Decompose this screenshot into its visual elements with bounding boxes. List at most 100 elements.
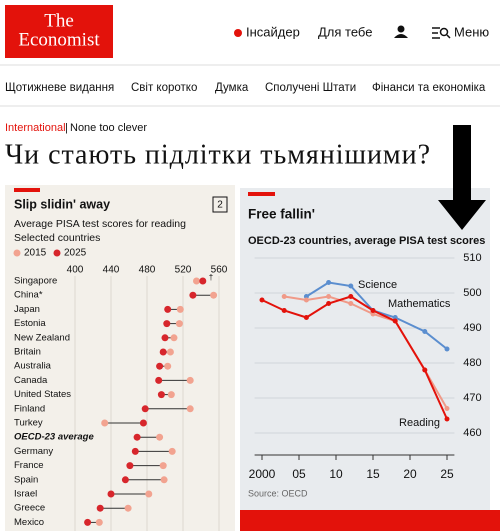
search-icon — [432, 27, 451, 39]
dot — [159, 462, 167, 470]
category-label: Turkey — [14, 418, 43, 429]
point — [326, 301, 332, 306]
chart-tag — [248, 192, 275, 196]
dot — [131, 447, 139, 455]
category-label: Singapore — [14, 276, 57, 287]
chart-panel — [5, 185, 235, 531]
point — [444, 346, 450, 352]
dot — [163, 320, 171, 328]
series-label: Reading — [399, 417, 440, 429]
x-tick-label: 05 — [292, 467, 306, 481]
category-label: Germany — [14, 446, 53, 457]
header-link[interactable]: Інсайдер — [246, 24, 300, 39]
dot — [186, 405, 194, 413]
point — [392, 315, 398, 320]
chart-number: 2 — [217, 200, 223, 211]
nav-link[interactable]: Щотижневе видання — [5, 82, 114, 94]
point — [422, 367, 428, 373]
x-tick-label: 520 — [175, 265, 192, 276]
point — [259, 297, 265, 303]
point — [326, 280, 332, 285]
category-label: China* — [14, 290, 43, 301]
dot — [126, 462, 134, 470]
logo-text: Economist — [18, 29, 100, 50]
header-link[interactable]: Меню — [454, 24, 489, 39]
point — [303, 297, 309, 303]
point — [422, 329, 428, 334]
category-label: Mexico — [14, 517, 44, 528]
dot — [164, 362, 172, 370]
dot — [124, 504, 132, 512]
chart-number-box — [212, 196, 228, 213]
y-tick-label: 510 — [463, 252, 481, 264]
series-label: Mathematics — [388, 298, 451, 310]
account-icon[interactable] — [394, 25, 408, 39]
dot — [145, 490, 153, 498]
nav-link[interactable]: Сполучені Штати — [265, 82, 356, 94]
point — [348, 294, 354, 299]
arrow — [438, 125, 486, 230]
legend-label: 2015 — [24, 248, 47, 259]
dot — [159, 348, 167, 356]
dot — [84, 518, 92, 526]
legend-label: 2025 — [64, 248, 87, 259]
dot — [156, 433, 164, 441]
x-tick-label: 440 — [103, 265, 120, 276]
rubric: None too clever — [70, 122, 147, 134]
header-link[interactable]: Для тебе — [318, 24, 372, 39]
chart-title: Slip slidin' away — [14, 197, 110, 211]
point — [281, 294, 287, 299]
nav-link[interactable]: Фінанси та економіка — [372, 82, 486, 94]
dot — [133, 433, 141, 441]
x-tick-label: 10 — [329, 467, 343, 481]
x-tick-label: 2000 — [249, 467, 276, 481]
category-label: France — [14, 460, 44, 471]
separator: | — [65, 122, 68, 134]
annotation: † — [209, 273, 213, 282]
dot — [168, 447, 176, 455]
category-label: Australia — [14, 361, 52, 372]
dot — [160, 476, 168, 484]
dot — [167, 391, 175, 399]
nav-link[interactable]: Думка — [215, 82, 249, 94]
point — [370, 311, 376, 317]
dot — [175, 320, 183, 328]
category-label: Israel — [14, 489, 37, 500]
dot — [95, 518, 103, 526]
legend-dot — [53, 249, 61, 257]
x-tick-label: 15 — [366, 467, 380, 481]
dot — [155, 376, 163, 384]
point — [303, 315, 309, 320]
category-label: Estonia — [14, 318, 46, 329]
logo-box[interactable] — [5, 5, 113, 58]
dot — [161, 334, 169, 342]
point — [392, 318, 398, 324]
point — [348, 301, 354, 306]
y-tick-label: 480 — [463, 357, 481, 369]
x-tick-label: 560 — [211, 265, 228, 276]
category-label: Britain — [14, 347, 41, 358]
y-tick-label: 500 — [463, 287, 481, 299]
nav-link[interactable]: Світ коротко — [131, 82, 197, 94]
dot — [101, 419, 109, 427]
y-tick-label: 470 — [463, 392, 481, 404]
category-label: United States — [14, 389, 71, 400]
series-label: Science — [358, 279, 397, 291]
dot — [121, 476, 129, 484]
dot — [164, 305, 172, 313]
category-label: OECD-23 average — [14, 432, 94, 443]
dot — [107, 490, 115, 498]
category-label: Finland — [14, 403, 45, 414]
section[interactable]: International — [5, 122, 66, 134]
category-label: Greece — [14, 503, 45, 514]
x-tick-label: 25 — [440, 467, 454, 481]
category-label: New Zealand — [14, 332, 70, 343]
dot — [176, 305, 184, 313]
x-tick-label: 20 — [403, 467, 417, 481]
dot — [186, 376, 194, 384]
chart-note: Selected countries — [14, 232, 100, 244]
y-tick-label: 460 — [463, 427, 481, 439]
x-tick-label: 400 — [67, 265, 84, 276]
dot — [166, 348, 174, 356]
